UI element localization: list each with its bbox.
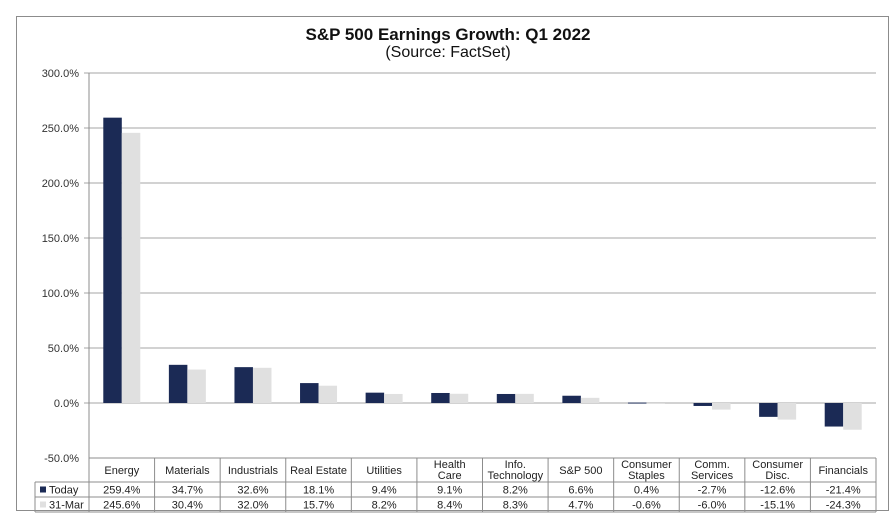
bars	[103, 117, 862, 430]
category-label: Consumer	[621, 459, 672, 471]
data-label-31-mar: 8.2%	[372, 500, 397, 512]
data-label-31-mar: -0.6%	[632, 500, 661, 512]
bar-today	[168, 364, 188, 403]
bar-31-mar	[121, 132, 141, 403]
bar-today	[759, 403, 778, 417]
bar-today	[627, 402, 647, 404]
legend-key-31-mar	[40, 501, 46, 508]
bar-today	[300, 383, 319, 403]
data-label-31-mar: -6.0%	[698, 500, 727, 512]
bar-today	[234, 367, 253, 403]
data-label-today: -2.7%	[698, 485, 727, 497]
bar-today	[365, 392, 385, 403]
bar-today	[496, 393, 516, 403]
bar-31-mar	[646, 403, 665, 404]
y-axis-ticks: 300.0% 250.0% 200.0% 150.0% 100.0% 50.0% 0.0% -…	[42, 68, 80, 465]
category-label: Industrials	[228, 465, 279, 477]
category-label: S&P 500	[559, 465, 602, 477]
y-tick-label: -50.0%	[44, 453, 79, 465]
bar-31-mar	[580, 397, 600, 403]
gridlines	[84, 72, 876, 404]
category-label: Services	[691, 470, 734, 482]
bar-today	[103, 117, 122, 403]
chart-subtitle: (Source: FactSet)	[385, 44, 511, 61]
y-tick-label: 100.0%	[42, 288, 80, 300]
category-label: Financials	[818, 465, 868, 477]
y-tick-label: 300.0%	[42, 68, 80, 80]
y-tick-label: 0.0%	[54, 398, 79, 410]
bar-today	[824, 403, 844, 427]
bar-31-mar	[318, 385, 338, 403]
bar-31-mar	[843, 403, 862, 430]
category-label: Real Estate	[290, 465, 347, 477]
data-label-31-mar: -15.1%	[760, 500, 795, 512]
category-label: Materials	[165, 465, 210, 477]
bar-today	[431, 392, 450, 403]
bar-31-mar	[777, 403, 797, 420]
legend-label-today: Today	[49, 485, 79, 497]
bar-31-mar	[187, 369, 206, 403]
y-tick-label: 50.0%	[48, 343, 79, 355]
data-label-31-mar: 15.7%	[303, 500, 334, 512]
data-label-today: 32.6%	[237, 485, 268, 497]
category-label: Info.	[505, 459, 526, 471]
data-label-today: 9.1%	[437, 485, 462, 497]
data-label-today: -12.6%	[760, 485, 795, 497]
bar-31-mar	[384, 393, 403, 403]
bar-31-mar	[449, 393, 469, 403]
data-label-31-mar: 30.4%	[172, 500, 203, 512]
category-label: Care	[438, 470, 462, 482]
y-tick-label: 150.0%	[42, 233, 80, 245]
data-label-31-mar: -24.3%	[826, 500, 861, 512]
category-label: Technology	[487, 470, 543, 482]
bar-31-mar	[515, 393, 534, 403]
y-tick-label: 250.0%	[42, 123, 80, 135]
category-label: Energy	[104, 465, 139, 477]
data-table: Energy Materials Industrials Real Estate Uti…	[34, 457, 877, 513]
bar-today	[693, 403, 713, 406]
data-label-31-mar: 4.7%	[568, 500, 593, 512]
category-label: Disc.	[765, 470, 789, 482]
data-label-today: 259.4%	[103, 485, 141, 497]
bar-31-mar	[712, 403, 731, 410]
legend-key-today	[40, 486, 46, 493]
y-tick-label: 200.0%	[42, 178, 80, 190]
category-label: Utilities	[366, 465, 402, 477]
data-label-today: 8.2%	[503, 485, 528, 497]
category-label: Comm.	[694, 459, 729, 471]
data-label-31-mar: 8.3%	[503, 500, 528, 512]
data-label-today: 6.6%	[568, 485, 593, 497]
legend-label-31-mar: 31-Mar	[49, 500, 84, 512]
category-label: Health	[434, 459, 466, 471]
chart-frame	[16, 16, 889, 511]
data-label-today: -21.4%	[826, 485, 861, 497]
chart-title: S&P 500 Earnings Growth: Q1 2022	[305, 25, 591, 44]
bar-31-mar	[252, 367, 272, 403]
bar-today	[562, 395, 581, 403]
data-label-today: 34.7%	[172, 485, 203, 497]
data-label-today: 18.1%	[303, 485, 334, 497]
category-label: Consumer	[752, 459, 803, 471]
data-label-31-mar: 8.4%	[437, 500, 462, 512]
data-label-today: 9.4%	[372, 485, 397, 497]
data-label-31-mar: 245.6%	[103, 500, 141, 512]
category-label: Staples	[628, 470, 665, 482]
data-label-31-mar: 32.0%	[237, 500, 268, 512]
data-label-today: 0.4%	[634, 485, 659, 497]
